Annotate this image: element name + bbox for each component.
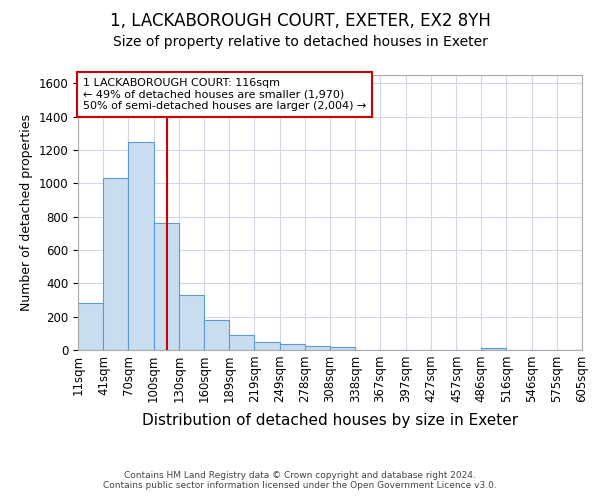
Text: Distribution of detached houses by size in Exeter: Distribution of detached houses by size … bbox=[142, 412, 518, 428]
Y-axis label: Number of detached properties: Number of detached properties bbox=[20, 114, 33, 311]
Bar bbox=[254, 342, 280, 350]
Bar bbox=[280, 344, 305, 350]
Bar bbox=[103, 178, 128, 350]
Bar bbox=[481, 348, 506, 350]
Bar bbox=[179, 295, 205, 350]
Text: Size of property relative to detached houses in Exeter: Size of property relative to detached ho… bbox=[113, 35, 487, 49]
Bar bbox=[128, 142, 154, 350]
Bar bbox=[154, 224, 179, 350]
Bar bbox=[229, 335, 254, 350]
Text: 1 LACKABOROUGH COURT: 116sqm
← 49% of detached houses are smaller (1,970)
50% of: 1 LACKABOROUGH COURT: 116sqm ← 49% of de… bbox=[83, 78, 367, 111]
Text: Contains HM Land Registry data © Crown copyright and database right 2024.
Contai: Contains HM Land Registry data © Crown c… bbox=[103, 470, 497, 490]
Text: 1, LACKABOROUGH COURT, EXETER, EX2 8YH: 1, LACKABOROUGH COURT, EXETER, EX2 8YH bbox=[110, 12, 490, 30]
Bar bbox=[305, 346, 330, 350]
Bar bbox=[330, 346, 355, 350]
Bar bbox=[205, 320, 229, 350]
Bar bbox=[78, 304, 103, 350]
